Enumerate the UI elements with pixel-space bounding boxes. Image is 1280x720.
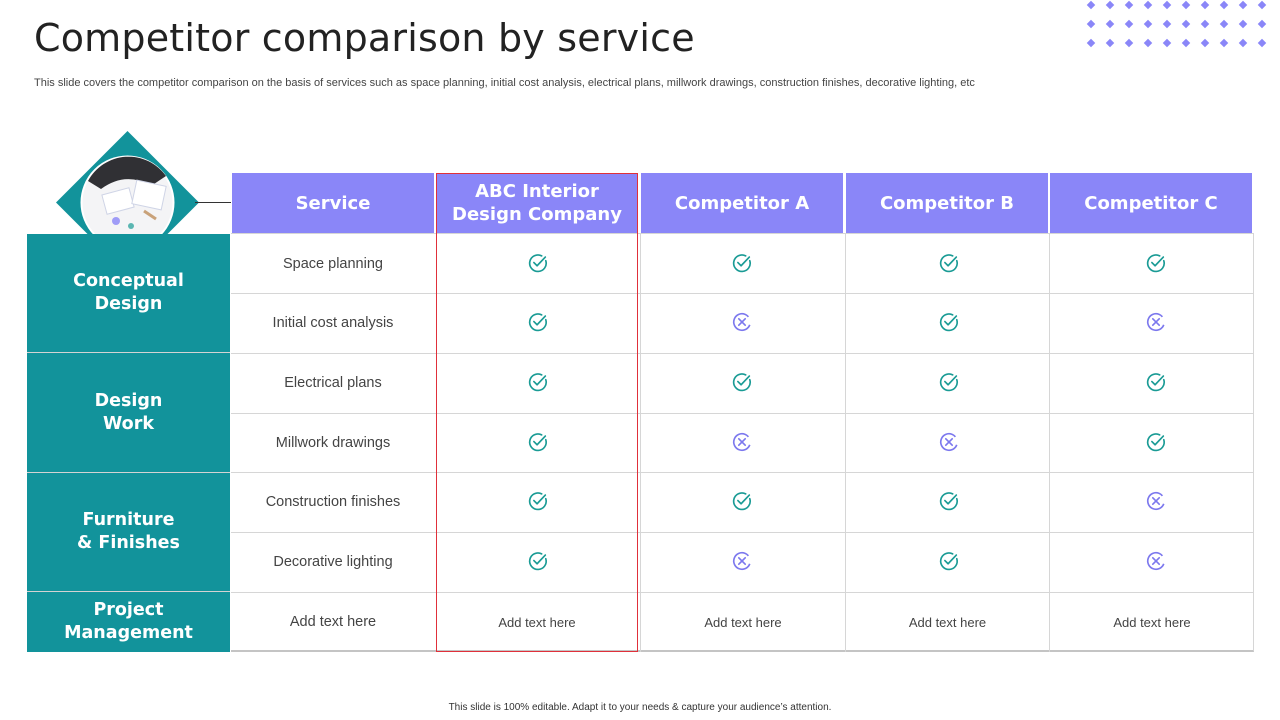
check-icon xyxy=(528,254,547,273)
category-conceptual-design: Conceptual Design xyxy=(27,234,230,352)
cross-icon xyxy=(732,312,752,332)
category-design-work: Design Work xyxy=(27,353,230,472)
cell-add-text-abc: Add text here xyxy=(498,614,576,630)
header-abc: ABC Interior Design Company xyxy=(437,173,637,233)
check-icon xyxy=(939,373,958,392)
category-project-management: Project Management xyxy=(27,592,230,652)
service-construction-finishes: Construction finishes xyxy=(265,494,401,510)
service-add-text: Add text here xyxy=(289,614,377,630)
check-icon xyxy=(939,313,958,332)
decorative-dot-grid xyxy=(1086,0,1267,48)
check-icon xyxy=(528,373,547,392)
cell-add-text-competitor-c: Add text here xyxy=(1113,614,1191,630)
service-space-planning: Space planning xyxy=(283,256,383,272)
category-furniture-finishes: Furniture & Finishes xyxy=(27,473,230,591)
check-icon xyxy=(939,552,958,571)
header-service: Service xyxy=(232,173,434,233)
check-icon xyxy=(732,373,751,392)
check-icon xyxy=(939,492,958,511)
check-icon xyxy=(528,313,547,332)
service-initial-cost-analysis: Initial cost analysis xyxy=(272,315,394,331)
cross-icon xyxy=(1146,491,1166,511)
check-icon xyxy=(528,433,547,452)
footer-note: This slide is 100% editable. Adapt it to… xyxy=(448,702,832,713)
cross-icon xyxy=(939,432,959,452)
cell-add-text-competitor-a: Add text here xyxy=(704,614,782,630)
cross-icon xyxy=(1146,312,1166,332)
page-subtitle: This slide covers the competitor compari… xyxy=(34,77,975,89)
check-icon xyxy=(528,552,547,571)
check-icon xyxy=(1146,433,1165,452)
cell-add-text-competitor-b: Add text here xyxy=(908,614,987,630)
cross-icon xyxy=(1146,551,1166,571)
header-competitor-a: Competitor A xyxy=(641,173,843,233)
check-icon xyxy=(1146,373,1165,392)
service-electrical-plans: Electrical plans xyxy=(284,375,382,391)
service-decorative-lighting: Decorative lighting xyxy=(273,554,393,570)
check-icon xyxy=(528,492,547,511)
header-competitor-c: Competitor C xyxy=(1050,173,1252,233)
connector-line xyxy=(195,202,231,203)
check-icon xyxy=(1146,254,1165,273)
page-title: Competitor comparison by service xyxy=(34,16,695,60)
check-icon xyxy=(732,492,751,511)
header-competitor-b: Competitor B xyxy=(846,173,1048,233)
cross-icon xyxy=(732,432,752,452)
service-millwork-drawings: Millwork drawings xyxy=(275,435,391,451)
check-icon xyxy=(732,254,751,273)
abc-highlight-box xyxy=(436,173,638,652)
check-icon xyxy=(939,254,958,273)
comparison-grid xyxy=(231,233,1254,652)
cross-icon xyxy=(732,551,752,571)
